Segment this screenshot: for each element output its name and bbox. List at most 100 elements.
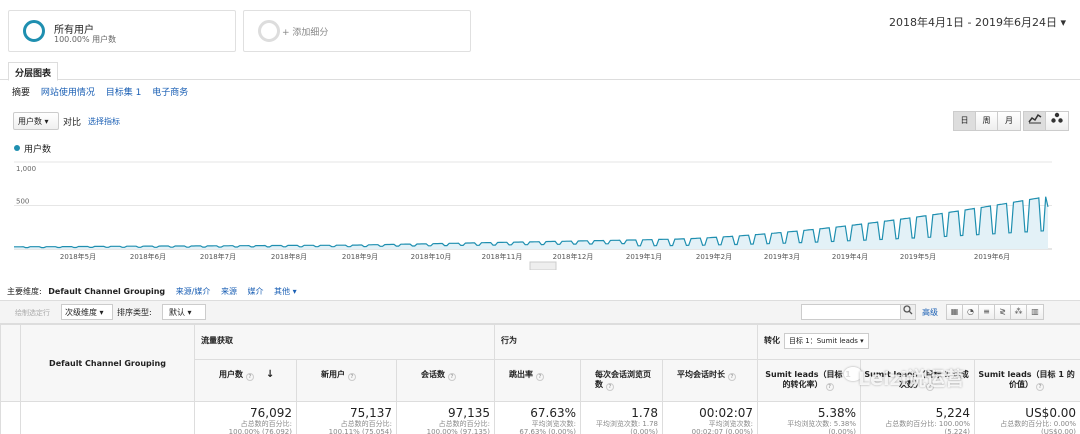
dimension-source[interactable]: 来源 <box>220 287 237 296</box>
total-note: (0.00%) <box>630 428 658 434</box>
help-icon[interactable]: ? <box>1036 383 1045 391</box>
column-header[interactable]: 平均会话时长? <box>661 359 759 402</box>
total-note: (5,224) <box>944 428 971 434</box>
grid-view-icon[interactable]: ▦ <box>947 305 963 319</box>
bar-view-icon[interactable]: ≡ <box>979 305 995 319</box>
help-icon[interactable]: ? <box>536 373 544 381</box>
help-icon[interactable]: ? <box>246 373 254 381</box>
column-header-label: 平均会话时长 <box>677 370 725 379</box>
help-icon[interactable]: ? <box>348 373 356 381</box>
help-icon[interactable]: ? <box>926 383 935 391</box>
help-icon[interactable]: ? <box>728 373 736 381</box>
total-value: 00:02:07 <box>699 406 754 420</box>
subtab-site-usage[interactable]: 网站使用情况 <box>40 88 95 98</box>
column-header[interactable]: Sumit leads（目标 1 的转化率）? <box>757 359 862 402</box>
column-header-label: 跳出率 <box>509 370 533 379</box>
date-range-picker[interactable]: 2018年4月1日 - 2019年6月24日 ▾ <box>889 16 1066 29</box>
watermark-logo-icon <box>844 367 862 381</box>
total-note: 占总数的百分比: 100.00% <box>885 420 971 428</box>
search-icon[interactable] <box>900 304 916 320</box>
tab-explorer[interactable]: 分层图表 <box>8 62 59 81</box>
subtab-goal-set-1[interactable]: 目标集 1 <box>105 88 142 98</box>
dimension-source-medium[interactable]: 来源/媒介 <box>175 287 211 296</box>
subtab-summary[interactable]: 摘要 <box>12 88 31 98</box>
dimension-column-header[interactable]: Default Channel Grouping <box>20 324 195 402</box>
total-note: 占总数的百分比: <box>240 420 292 428</box>
column-header[interactable]: 每次会话浏览页数? <box>580 359 663 402</box>
secondary-dimension-select[interactable]: 次级维度 ▾ <box>61 304 113 320</box>
help-icon[interactable]: ? <box>606 383 614 391</box>
line-chart-icon[interactable] <box>1024 112 1046 130</box>
total-cell: 5,224 占总数的百分比: 100.00% (5,224) <box>860 401 976 434</box>
data-table: Default Channel Grouping 流量获取 行为 转化 目标 1：… <box>0 324 1080 434</box>
total-value: 76,092 <box>250 406 292 420</box>
select-all-checkbox[interactable] <box>0 324 21 402</box>
x-tick-label: 2019年5月 <box>900 252 936 261</box>
pivot-view-icon[interactable]: ▥ <box>1031 307 1039 316</box>
total-note: 平均浏览次数: <box>531 420 576 428</box>
total-value: US$0.00 <box>1025 406 1077 420</box>
total-note: 100.00% (97,135) <box>426 428 490 434</box>
granularity-week-button[interactable]: 周 <box>976 112 998 130</box>
x-tick-label: 2018年10月 <box>411 252 452 261</box>
dimension-default-channel[interactable]: Default Channel Grouping <box>48 287 166 296</box>
segment-subtitle: 100.00% 用户数 <box>54 35 117 44</box>
x-tick-label: 2018年12月 <box>553 252 594 261</box>
total-value: 5.38% <box>817 406 857 420</box>
sort-type-select[interactable]: 默认 ▾ <box>162 304 206 320</box>
motion-chart-icon[interactable] <box>1046 112 1068 130</box>
goal-select[interactable]: 目标 1：Sumit leads ▾ <box>784 333 869 349</box>
watermark: Leizi说运营 <box>858 368 965 390</box>
dimension-medium[interactable]: 媒介 <box>247 287 264 296</box>
legend-dot-icon <box>14 145 20 151</box>
table-toolbar: 绘制选定行 次级维度 ▾ 排序类型: 默认 ▾ 高级 ▦ ◔ ≡ ≷ ⁂ ▥ <box>0 300 1080 324</box>
chart-resize-handle[interactable] <box>529 261 557 270</box>
granularity-month-button[interactable]: 月 <box>1005 116 1013 125</box>
x-tick-label: 2019年4月 <box>832 252 868 261</box>
help-icon[interactable]: ? <box>825 383 834 391</box>
total-note: 占总数的百分比: 0.00% <box>1000 420 1077 428</box>
total-note: 100.11% (75,054) <box>328 428 392 434</box>
total-row-checkbox <box>0 401 21 434</box>
total-note: 00:02:07 (0.00%) <box>691 428 754 434</box>
column-header-label: 每次会话浏览页数 <box>595 370 651 389</box>
column-header[interactable]: Sumit leads（目标 1 达成次数）? <box>860 359 976 402</box>
column-header[interactable]: 跳出率? <box>494 359 581 402</box>
total-cell: 00:02:07 平均浏览次数: 00:02:07 (0.00%) <box>661 401 759 434</box>
column-header[interactable]: 用户数? ↓ <box>194 359 297 402</box>
help-icon[interactable]: ? <box>448 373 456 381</box>
term-cloud-icon[interactable]: ⁂ <box>1011 305 1027 319</box>
subtab-ecommerce[interactable]: 电子商务 <box>152 88 189 98</box>
total-value: 1.78 <box>631 406 658 420</box>
sort-desc-icon[interactable]: ↓ <box>266 369 275 380</box>
column-header[interactable]: Sumit leads（目标 1 的价值）? <box>974 359 1080 402</box>
x-tick-label: 2019年2月 <box>696 252 732 261</box>
chart-series-line <box>14 196 1049 249</box>
choose-metric-link[interactable]: 选择指标 <box>88 117 120 126</box>
conversion-label: 转化 <box>764 336 781 345</box>
advanced-filter-link[interactable]: 高级 <box>922 308 938 317</box>
column-header[interactable]: 新用户? <box>296 359 397 402</box>
table-search-input[interactable] <box>801 304 901 320</box>
plot-rows-button[interactable]: 绘制选定行 <box>15 309 50 317</box>
x-tick-label: 2018年6月 <box>130 252 166 261</box>
column-header[interactable]: 会话数? <box>396 359 495 402</box>
dimension-other[interactable]: 其他 ▾ <box>274 287 297 296</box>
comparison-view-icon[interactable]: ≷ <box>995 305 1011 319</box>
column-header-label: Sumit leads（目标 1 的价值） <box>978 370 1075 389</box>
tab-bar: 分层图表 <box>0 60 1080 81</box>
total-cell: 75,137 占总数的百分比: 100.11% (75,054) <box>296 401 397 434</box>
granularity-day-button[interactable]: 日 <box>954 112 976 130</box>
total-cell: US$0.00 占总数的百分比: 0.00% (US$0.00) <box>974 401 1080 434</box>
table-view-buttons: ▦ ◔ ≡ ≷ ⁂ ▥ <box>946 304 1044 320</box>
metric-select[interactable]: 用户数 ▾ <box>13 112 59 130</box>
pie-view-icon[interactable]: ◔ <box>963 305 979 319</box>
add-segment-card[interactable]: + 添加细分 <box>243 10 471 52</box>
total-value: 75,137 <box>350 406 392 420</box>
x-tick-label: 2019年3月 <box>764 252 800 261</box>
legend-label: 用户数 <box>24 145 52 155</box>
total-note: 占总数的百分比: <box>340 420 392 428</box>
segment-card-all-users[interactable]: 所有用户 100.00% 用户数 <box>8 10 236 52</box>
total-value: 67.63% <box>530 406 576 420</box>
